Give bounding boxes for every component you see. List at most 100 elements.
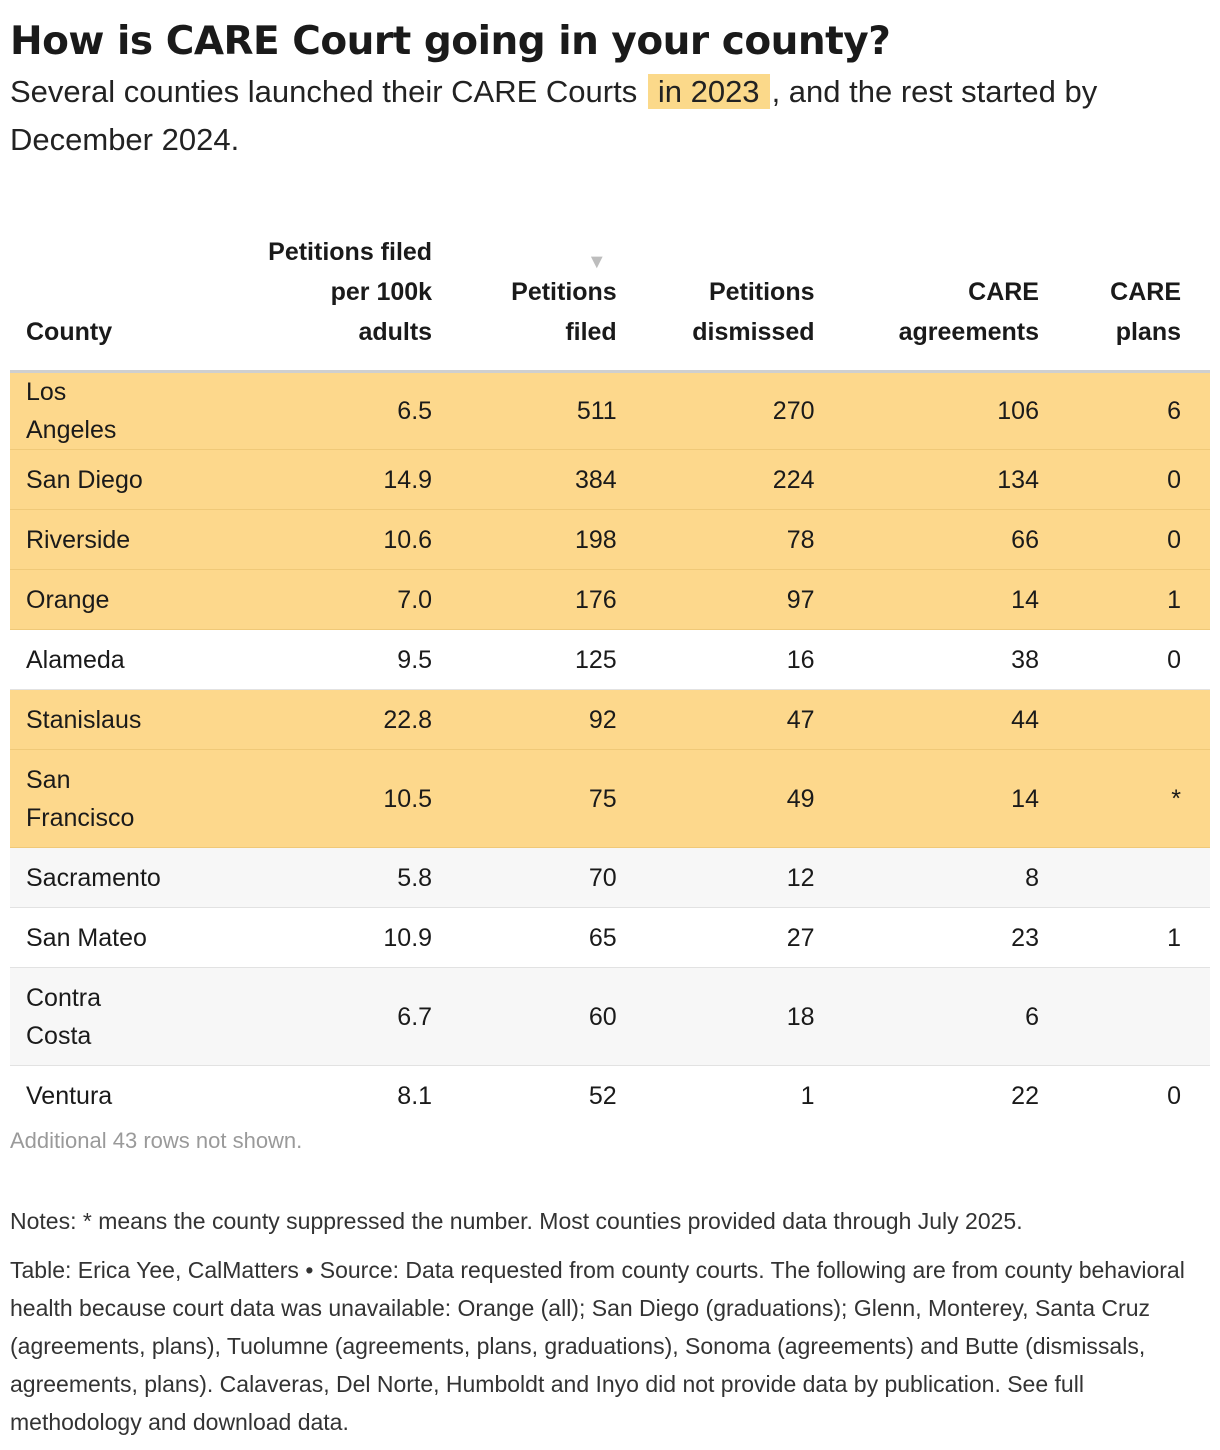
cell-care-agreements: 134	[843, 449, 1068, 510]
cell-petitions-dismissed: 47	[645, 689, 844, 750]
column-header-care-plans[interactable]: CARE plans	[1067, 232, 1210, 373]
table-row: Los Angeles 6.5 511 270 106 6	[10, 371, 1210, 450]
cell-petitions-filed: 60	[461, 967, 646, 1066]
cell-county: Sacramento	[10, 847, 190, 908]
cell-per-100k: 10.6	[189, 509, 462, 570]
subtitle: Several counties launched their CARE Cou…	[10, 68, 1210, 164]
cell-care-plans	[1067, 967, 1210, 1066]
cell-petitions-filed: 65	[461, 907, 646, 968]
cell-petitions-filed: 176	[461, 569, 646, 630]
column-header-petitions-filed[interactable]: ▼ Petitions filed	[461, 232, 646, 373]
cell-care-agreements: 38	[843, 629, 1068, 690]
cell-petitions-filed: 511	[461, 371, 646, 450]
cell-petitions-dismissed: 270	[645, 371, 844, 450]
cell-petitions-dismissed: 12	[645, 847, 844, 908]
column-header-care-agreements-line1: CARE	[968, 278, 1039, 306]
cell-per-100k: 8.1	[397, 1081, 433, 1110]
cell-petitions-filed: 75	[461, 749, 646, 848]
cell-county: Orange	[10, 569, 190, 630]
cell-per-100k: 5.8	[189, 847, 462, 908]
cell-care-agreements: 23	[843, 907, 1068, 968]
column-header-per-100k-line2: per 100k	[330, 278, 433, 306]
cell-per-100k: 14.9	[189, 449, 462, 510]
subtitle-text-start: Several counties launched their CARE Cou…	[10, 74, 638, 109]
cell-county: Alameda	[10, 629, 190, 690]
column-header-county-label: County	[26, 318, 113, 346]
cell-care-plans: 0	[1067, 629, 1210, 690]
column-header-petitions-dismissed-line1: Petitions	[708, 278, 815, 306]
cell-petitions-dismissed: 16	[645, 629, 844, 690]
cell-petitions-dismissed: 97	[645, 569, 844, 630]
column-header-care-agreements[interactable]: CARE agreements	[843, 232, 1068, 373]
table-row: Sacramento 5.8 70 12 8	[10, 847, 1210, 908]
cell-care-plans	[1067, 689, 1210, 750]
cell-care-plans: 0	[1067, 509, 1210, 570]
additional-rows-note: Additional 43 rows not shown.	[10, 1128, 303, 1153]
cell-county: Los Angeles	[10, 371, 190, 450]
table-row: Stanislaus 22.8 92 47 44	[10, 689, 1210, 750]
cell-petitions-dismissed: 1	[800, 1081, 815, 1110]
cell-per-100k: 10.9	[189, 907, 462, 968]
column-header-petitions-filed-line1: Petitions	[511, 278, 617, 306]
cell-care-agreements: 22	[1011, 1081, 1039, 1110]
cell-county: San Mateo	[10, 907, 190, 968]
chart-container: How is CARE Court going in your county? …	[0, 0, 1220, 164]
table-body: Los Angeles 6.5 511 270 106 6 San Diego 14.9 384…	[10, 371, 1210, 1126]
cell-petitions-filed: 125	[461, 629, 646, 690]
cell-care-plans	[1067, 847, 1210, 908]
cell-per-100k: 10.5	[189, 749, 462, 848]
cell-care-agreements: 106	[843, 371, 1068, 450]
header-row: County Petitions filed per 100k adults ▼…	[10, 232, 1210, 373]
cell-per-100k: 22.8	[189, 689, 462, 750]
cell-care-plans: *	[1067, 749, 1210, 848]
cell-county: Stanislaus	[10, 689, 190, 750]
cell-care-plans: 1	[1067, 907, 1210, 968]
page-title: How is CARE Court going in your county?	[10, 19, 891, 64]
cell-care-agreements: 44	[843, 689, 1068, 750]
cell-petitions-filed: 92	[461, 689, 646, 750]
column-header-petitions-filed-line2: filed	[565, 318, 617, 346]
cell-petitions-dismissed: 49	[645, 749, 844, 848]
cell-care-plans: 6	[1067, 371, 1210, 450]
cell-care-plans: 0	[1067, 449, 1210, 510]
data-table: County Petitions filed per 100k adults ▼…	[10, 232, 1210, 1125]
cell-county: Ventura	[26, 1081, 113, 1110]
column-header-per-100k-line3: adults	[358, 318, 433, 346]
table-row: Alameda 9.5 125 16 38 0	[10, 629, 1210, 690]
sort-descending-icon: ▼	[586, 251, 607, 273]
cell-per-100k: 6.5	[189, 371, 462, 450]
table-row: Ventura 8.1 52 1 22 0	[10, 1066, 1210, 1126]
column-header-per-100k[interactable]: Petitions filed per 100k adults	[189, 232, 462, 373]
cell-county: Riverside	[10, 509, 190, 570]
table-row: San Mateo 10.9 65 27 23 1	[10, 907, 1210, 968]
column-header-petitions-dismissed[interactable]: Petitions dismissed	[645, 232, 844, 373]
table-row: Contra Costa 6.7 60 18 6	[10, 967, 1210, 1066]
table-row: Orange 7.0 176 97 14 1	[10, 569, 1210, 630]
cell-petitions-filed: 384	[461, 449, 646, 510]
cell-petitions-filed: 70	[461, 847, 646, 908]
cell-care-agreements: 66	[843, 509, 1068, 570]
column-header-county[interactable]: County	[10, 232, 190, 373]
column-header-petitions-dismissed-line2: dismissed	[692, 318, 815, 346]
column-header-care-plans-line1: CARE	[1110, 278, 1181, 306]
cell-per-100k: 6.7	[189, 967, 462, 1066]
cell-care-plans: 0	[1167, 1081, 1181, 1110]
cell-county: San Diego	[10, 449, 190, 510]
cell-care-agreements: 14	[843, 749, 1068, 848]
cell-petitions-dismissed: 18	[645, 967, 844, 1066]
table-row: San Diego 14.9 384 224 134 0	[10, 449, 1210, 510]
table-row: San Francisco 10.5 75 49 14 *	[10, 749, 1210, 848]
cell-care-agreements: 14	[843, 569, 1068, 630]
cell-care-agreements: 8	[843, 847, 1068, 908]
column-header-care-plans-line2: plans	[1115, 318, 1181, 346]
cell-petitions-filed: 52	[588, 1081, 617, 1110]
subtitle-text-end: , and the rest started by December 2024.	[10, 74, 1098, 157]
cell-county: Contra Costa	[10, 967, 190, 1066]
notes: Notes: * means the county suppressed the…	[10, 1208, 1023, 1234]
subtitle-highlight: in 2023	[647, 74, 770, 109]
source-credit: Table: Erica Yee, CalMatters • Source: D…	[10, 1257, 1185, 1435]
cell-per-100k: 7.0	[189, 569, 462, 630]
table-row: Riverside 10.6 198 78 66 0	[10, 509, 1210, 570]
cell-care-plans: 1	[1067, 569, 1210, 630]
cell-per-100k: 9.5	[189, 629, 462, 690]
